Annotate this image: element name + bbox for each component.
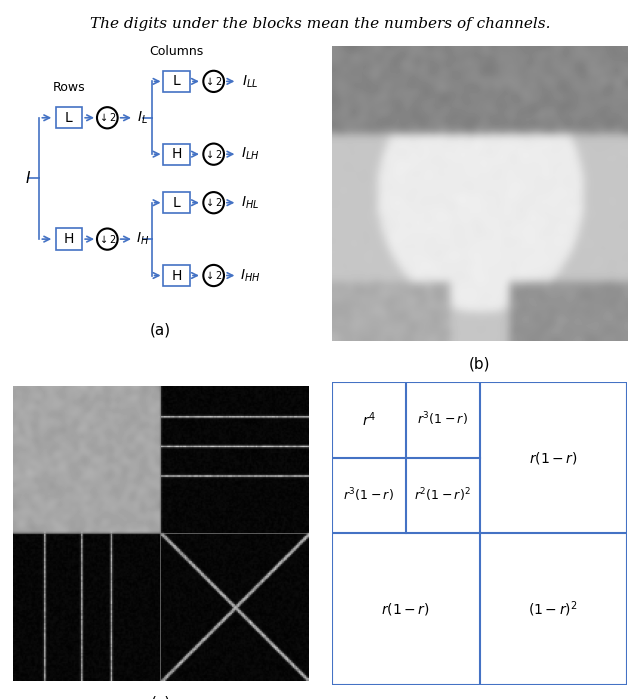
- Text: $r^4$: $r^4$: [362, 410, 376, 429]
- Text: $\downarrow$2: $\downarrow$2: [204, 76, 223, 87]
- Text: $I$: $I$: [24, 171, 31, 187]
- Text: $\downarrow$2: $\downarrow$2: [204, 197, 223, 208]
- Text: $I_{LH}$: $I_{LH}$: [241, 146, 260, 162]
- Text: L: L: [173, 74, 180, 88]
- Text: H: H: [172, 268, 182, 282]
- Bar: [163, 192, 190, 213]
- Text: $I_{HH}$: $I_{HH}$: [241, 267, 261, 284]
- Text: Rows: Rows: [52, 81, 85, 94]
- Text: $I_{LL}$: $I_{LL}$: [243, 73, 259, 89]
- Text: H: H: [172, 147, 182, 161]
- Text: H: H: [64, 232, 74, 246]
- Text: L: L: [173, 196, 180, 210]
- Text: $\downarrow$2: $\downarrow$2: [98, 113, 117, 123]
- Bar: [163, 71, 190, 92]
- Text: $r(1-r)$: $r(1-r)$: [381, 601, 430, 617]
- Text: $r^2(1-r)^2$: $r^2(1-r)^2$: [414, 487, 471, 504]
- Text: $r(1-r)$: $r(1-r)$: [529, 449, 578, 466]
- Text: L: L: [65, 110, 73, 125]
- Bar: [56, 229, 82, 250]
- Text: $I_{HL}$: $I_{HL}$: [241, 194, 260, 211]
- Text: $\downarrow$2: $\downarrow$2: [204, 270, 223, 281]
- Bar: [56, 107, 82, 129]
- Text: (a): (a): [150, 323, 171, 338]
- Text: $r^3(1-r)$: $r^3(1-r)$: [343, 487, 394, 504]
- Text: $I_L$: $I_L$: [138, 110, 148, 126]
- Text: The digits under the blocks mean the numbers of channels.: The digits under the blocks mean the num…: [90, 17, 550, 31]
- Text: (c): (c): [150, 696, 171, 699]
- Text: $(1-r)^2$: $(1-r)^2$: [529, 599, 578, 619]
- Text: (b): (b): [468, 356, 490, 371]
- Bar: [163, 265, 190, 286]
- Text: $\downarrow$2: $\downarrow$2: [204, 149, 223, 159]
- Bar: [163, 143, 190, 165]
- Text: $I_H$: $I_H$: [136, 231, 149, 247]
- Text: $\downarrow$2: $\downarrow$2: [98, 233, 117, 245]
- Text: $r^3(1-r)$: $r^3(1-r)$: [417, 411, 468, 428]
- Text: Columns: Columns: [150, 45, 204, 57]
